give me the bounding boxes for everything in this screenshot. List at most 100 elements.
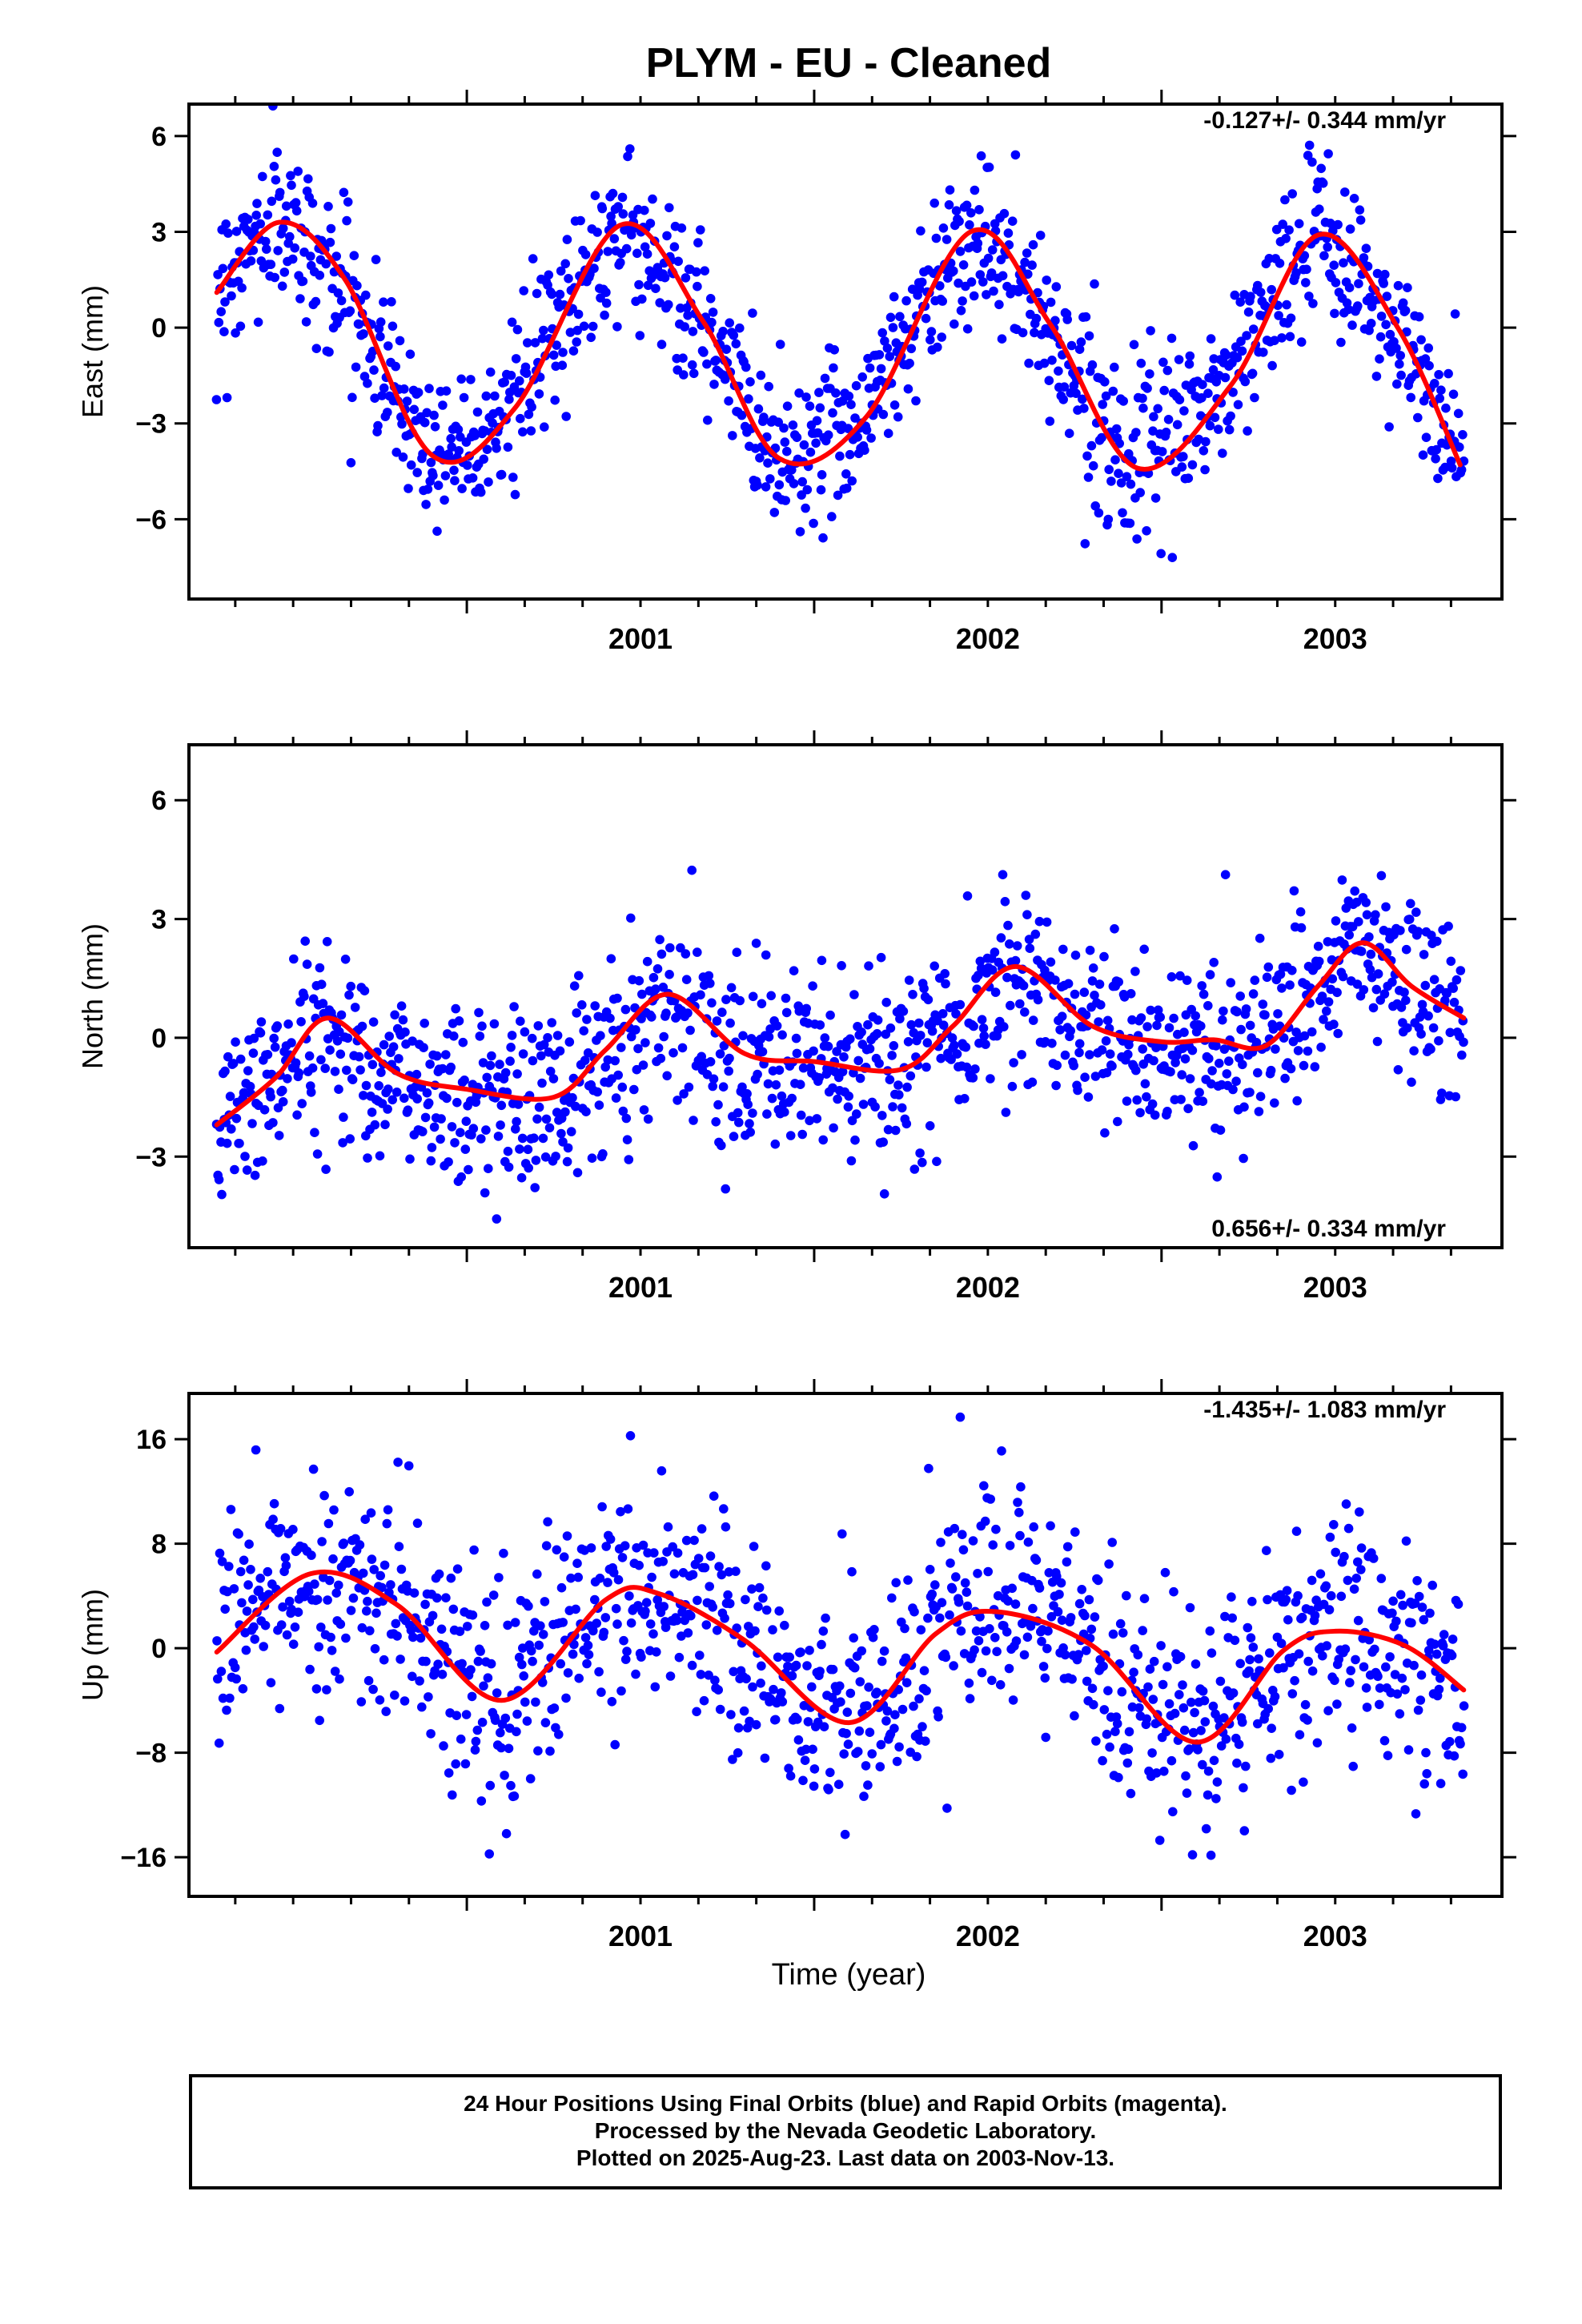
data-point [997, 334, 1007, 344]
y-tick-label: 6 [151, 786, 167, 816]
data-point [743, 1100, 753, 1109]
data-point [379, 1655, 389, 1665]
data-point [1227, 1613, 1237, 1623]
data-point [1445, 1737, 1455, 1747]
data-point [845, 1034, 855, 1044]
data-point [344, 1487, 355, 1497]
data-point [1392, 1689, 1403, 1699]
data-point [1196, 1021, 1206, 1031]
data-point [432, 1593, 442, 1603]
data-point [1153, 1005, 1163, 1015]
data-point [454, 1016, 464, 1026]
data-point [888, 323, 898, 332]
data-point [1375, 1699, 1384, 1710]
data-point [707, 317, 717, 328]
data-point [267, 196, 277, 207]
data-point [269, 1498, 279, 1509]
data-point [245, 1081, 255, 1092]
footer-box: 24 Hour Positions Using Final Orbits (bl… [189, 2074, 1502, 2189]
data-point [294, 1068, 304, 1078]
data-point [1447, 463, 1457, 473]
data-point [906, 344, 917, 354]
data-point [299, 991, 309, 1001]
data-point [780, 437, 790, 447]
data-point [669, 1569, 680, 1579]
data-point [863, 1019, 873, 1030]
data-point [671, 1012, 681, 1022]
data-point [745, 1119, 754, 1128]
data-point [975, 270, 986, 279]
chart-title: PLYM - EU - Cleaned [646, 40, 1052, 86]
data-point [272, 1021, 283, 1031]
data-point [1205, 970, 1215, 979]
data-point [847, 1116, 857, 1126]
data-point [255, 219, 266, 229]
data-point [622, 1135, 632, 1144]
data-point [468, 1124, 479, 1133]
data-point [533, 1021, 544, 1031]
data-point [315, 271, 325, 280]
data-point [572, 337, 581, 347]
data-point [859, 1791, 869, 1801]
data-point [919, 1666, 930, 1675]
data-point [300, 936, 311, 946]
data-point [1254, 1107, 1264, 1116]
data-point [1198, 1096, 1208, 1106]
data-point [355, 1065, 365, 1075]
data-point [798, 1063, 809, 1073]
data-point [512, 324, 523, 335]
data-point [492, 444, 501, 453]
data-point [1070, 1711, 1079, 1721]
data-point [954, 278, 963, 288]
data-point [423, 485, 433, 494]
data-point [697, 1524, 707, 1534]
data-point [665, 970, 674, 979]
data-point [1142, 1714, 1151, 1724]
data-point [1005, 939, 1014, 949]
data-point [921, 313, 931, 324]
data-point [949, 1661, 958, 1671]
data-point [275, 1703, 285, 1714]
data-point [524, 1163, 533, 1173]
data-point [512, 1116, 521, 1127]
data-point [386, 1580, 396, 1590]
data-point [802, 1661, 812, 1671]
data-point [849, 1663, 860, 1673]
data-point [753, 1069, 762, 1080]
data-point [1274, 311, 1283, 320]
data-point [568, 346, 579, 356]
data-point [383, 1104, 392, 1114]
data-point [1371, 984, 1382, 995]
data-point [1135, 488, 1145, 497]
data-point [541, 1114, 552, 1124]
data-point [1236, 1024, 1246, 1035]
data-point [699, 348, 709, 357]
data-point [1067, 1675, 1077, 1684]
y-axis-label-east: East (mm) [76, 285, 109, 418]
data-point [774, 1606, 784, 1616]
data-point [466, 375, 476, 384]
data-point [1159, 385, 1169, 396]
data-point [590, 1001, 600, 1011]
data-point [584, 1650, 594, 1659]
data-point [938, 296, 947, 306]
data-point [1356, 1543, 1367, 1553]
data-point [1089, 1699, 1098, 1710]
data-point [724, 1567, 734, 1577]
data-point [1082, 1646, 1091, 1655]
data-point [316, 1622, 326, 1632]
data-point [382, 1518, 392, 1529]
data-point [1431, 454, 1440, 464]
data-point [739, 1706, 749, 1716]
data-point [1340, 187, 1350, 197]
data-point [334, 1580, 343, 1590]
data-point [893, 412, 903, 422]
data-point [412, 1518, 423, 1528]
data-point [379, 297, 388, 308]
data-point [713, 1100, 723, 1110]
data-point [1057, 1615, 1067, 1625]
data-point [1149, 1055, 1158, 1066]
data-point [801, 1744, 811, 1755]
data-point [1277, 333, 1287, 343]
data-point [335, 1674, 344, 1684]
